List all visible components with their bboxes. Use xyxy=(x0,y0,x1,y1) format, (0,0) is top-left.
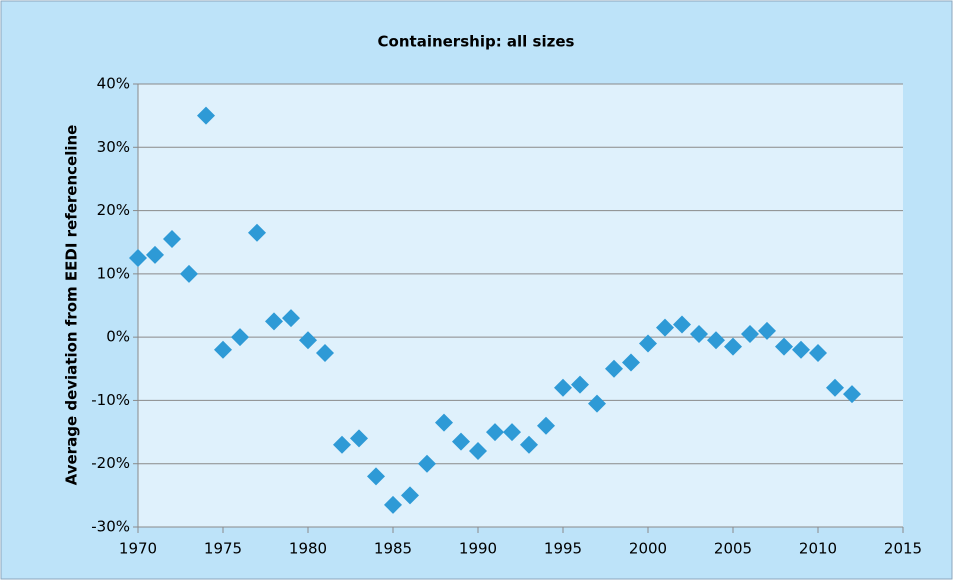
data-point xyxy=(809,343,827,362)
y-tick-label: 20% xyxy=(97,201,130,219)
data-point xyxy=(452,432,470,451)
data-point xyxy=(554,378,572,397)
chart-title: Containership: all sizes xyxy=(378,33,575,51)
data-point xyxy=(537,416,555,435)
data-point xyxy=(775,337,793,356)
data-point xyxy=(214,340,232,359)
data-point xyxy=(146,245,164,264)
data-point xyxy=(588,394,606,413)
x-tick-label: 1995 xyxy=(544,540,582,558)
data-point xyxy=(792,340,810,359)
data-point xyxy=(333,435,351,454)
y-tick-label: -20% xyxy=(91,454,130,472)
data-point xyxy=(265,312,283,331)
x-tick-label: 1975 xyxy=(204,540,242,558)
x-tick-label: 2000 xyxy=(629,540,667,558)
data-point xyxy=(605,359,623,378)
data-point xyxy=(299,331,317,350)
y-tick-label: -10% xyxy=(91,391,130,409)
x-tick-label: 2005 xyxy=(714,540,752,558)
y-tick-label: 40% xyxy=(97,75,130,93)
data-point xyxy=(316,343,334,362)
data-point xyxy=(469,442,487,461)
data-point xyxy=(690,324,708,343)
data-point xyxy=(741,324,759,343)
data-point xyxy=(571,375,589,394)
x-tick-label: 1970 xyxy=(119,540,157,558)
y-tick-label: 30% xyxy=(97,138,130,156)
data-point xyxy=(248,223,266,242)
data-point xyxy=(673,315,691,334)
data-point xyxy=(843,385,861,404)
data-point xyxy=(367,467,385,486)
data-point xyxy=(503,423,521,442)
data-point xyxy=(639,334,657,353)
data-point xyxy=(826,378,844,397)
data-point xyxy=(707,331,725,350)
data-point xyxy=(758,321,776,340)
plot-area xyxy=(138,84,903,527)
data-point xyxy=(435,413,453,432)
data-point xyxy=(180,264,198,283)
data-point xyxy=(350,429,368,448)
y-tick-label: 10% xyxy=(97,264,130,282)
x-tick-label: 2015 xyxy=(884,540,922,558)
data-point xyxy=(656,318,674,337)
x-tick-label: 2010 xyxy=(799,540,837,558)
data-point xyxy=(197,106,215,125)
data-point xyxy=(724,337,742,356)
data-point xyxy=(282,309,300,328)
y-axis-label: Average deviation from EEDI referencelin… xyxy=(63,125,81,486)
data-point xyxy=(231,328,249,347)
y-tick-label: -30% xyxy=(91,518,130,536)
x-tick-label: 1985 xyxy=(374,540,412,558)
y-tick-label: 0% xyxy=(106,328,130,346)
x-tick-label: 1990 xyxy=(459,540,497,558)
data-point xyxy=(163,230,181,249)
data-point xyxy=(486,423,504,442)
data-point xyxy=(520,435,538,454)
data-point xyxy=(418,454,436,473)
data-point xyxy=(384,495,402,514)
data-point xyxy=(129,249,147,268)
data-point xyxy=(401,486,419,505)
x-tick-label: 1980 xyxy=(289,540,327,558)
data-point xyxy=(622,353,640,372)
